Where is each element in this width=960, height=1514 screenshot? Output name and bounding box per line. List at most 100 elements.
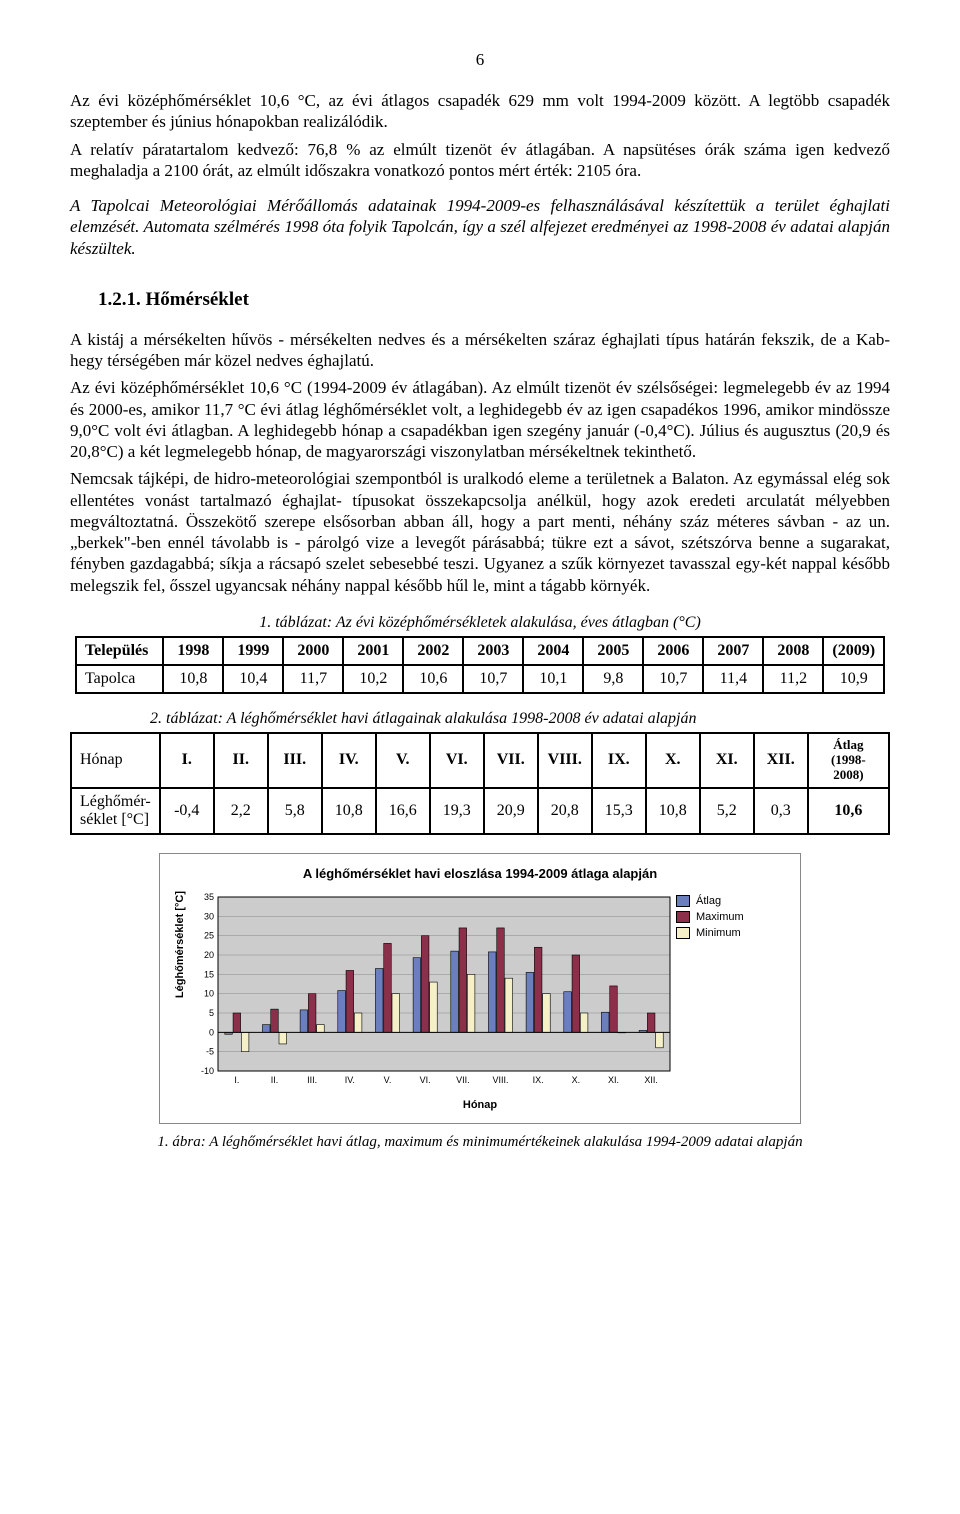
paragraph-italic-note: A Tapolcai Meteorológiai Mérőállomás ada…	[70, 195, 890, 259]
svg-text:15: 15	[204, 969, 214, 979]
table2-month: V.	[376, 733, 430, 788]
table2-cell: 5,8	[268, 788, 322, 834]
svg-text:III.: III.	[307, 1075, 317, 1085]
paragraph-body-3: Nemcsak tájképi, de hidro-meteorológiai …	[70, 468, 890, 596]
table1-year: 2007	[703, 637, 763, 665]
chart-legend: Átlag Maximum Minimum	[676, 891, 744, 943]
table2-month: IV.	[322, 733, 376, 788]
table2-cell: 2,2	[214, 788, 268, 834]
table2-month: IX.	[592, 733, 646, 788]
chart-container: A léghőmérséklet havi eloszlása 1994-200…	[159, 853, 801, 1124]
legend-swatch	[676, 895, 690, 907]
table1-cell: 10,7	[463, 665, 523, 693]
table1-year: 2005	[583, 637, 643, 665]
svg-text:V.: V.	[384, 1075, 392, 1085]
page-content: 6 Az évi középhőmérséklet 10,6 °C, az év…	[0, 0, 960, 1191]
chart-xlabel: Hónap	[160, 1097, 800, 1123]
table1-cell: 10,6	[403, 665, 463, 693]
svg-text:20: 20	[204, 950, 214, 960]
table2-cell: 20,9	[484, 788, 538, 834]
table2-caption: 2. táblázat: A léghőmérséklet havi átlag…	[70, 710, 890, 728]
table1-cell: 10,8	[163, 665, 223, 693]
table2: HónapI.II.III.IV.V.VI.VII.VIII.IX.X.XI.X…	[70, 732, 890, 835]
table1-cell: 10,1	[523, 665, 583, 693]
table1-cell: 11,4	[703, 665, 763, 693]
table1-year: 2006	[643, 637, 703, 665]
table1-cell: 9,8	[583, 665, 643, 693]
legend-item: Átlag	[676, 895, 744, 907]
chart-ylabel: Léghőmérséklet [°C]	[172, 891, 186, 1028]
table2-cell: 16,6	[376, 788, 430, 834]
body-block: A kistáj a mérsékelten hűvös - mérsékelt…	[70, 329, 890, 596]
table2-cell: 0,3	[754, 788, 808, 834]
table1-year: 2002	[403, 637, 463, 665]
svg-text:-5: -5	[206, 1046, 214, 1056]
table2-cell: 5,2	[700, 788, 754, 834]
paragraph-intro-1: Az évi középhőmérséklet 10,6 °C, az évi …	[70, 90, 890, 133]
legend-label: Maximum	[696, 911, 744, 923]
svg-text:-10: -10	[201, 1066, 214, 1076]
paragraph-body-1: A kistáj a mérsékelten hűvös - mérsékelt…	[70, 329, 890, 372]
table1-cell: 11,2	[763, 665, 823, 693]
table1-year: 2001	[343, 637, 403, 665]
svg-text:IX.: IX.	[533, 1075, 544, 1085]
chart-title: A léghőmérséklet havi eloszlása 1994-200…	[160, 854, 800, 891]
table2-avg-value: 10,6	[808, 788, 889, 834]
table1-cell: 10,7	[643, 665, 703, 693]
table2-header-label: Hónap	[71, 733, 160, 788]
table1-year: 2003	[463, 637, 523, 665]
table1-year: 1999	[223, 637, 283, 665]
table2-month: II.	[214, 733, 268, 788]
table2-month: XI.	[700, 733, 754, 788]
legend-swatch	[676, 911, 690, 923]
table2-avg-header: Átlag(1998-2008)	[808, 733, 889, 788]
svg-text:XI.: XI.	[608, 1075, 619, 1085]
svg-text:30: 30	[204, 911, 214, 921]
svg-text:25: 25	[204, 930, 214, 940]
legend-swatch	[676, 927, 690, 939]
table2-month: III.	[268, 733, 322, 788]
table1-cell: 10,4	[223, 665, 283, 693]
page-number: 6	[70, 50, 890, 70]
svg-text:I.: I.	[234, 1075, 239, 1085]
table1-cell: 11,7	[283, 665, 343, 693]
chart-svg: -10-505101520253035I.II.III.IV.V.VI.VII.…	[186, 891, 676, 1091]
table2-cell: -0,4	[160, 788, 214, 834]
table1: Település1998199920002001200220032004200…	[75, 636, 885, 694]
table2-month: XII.	[754, 733, 808, 788]
table2-cell: 20,8	[538, 788, 592, 834]
legend-label: Minimum	[696, 927, 741, 939]
svg-text:XII.: XII.	[644, 1075, 658, 1085]
svg-text:5: 5	[209, 1008, 214, 1018]
paragraph-intro-2: A relatív páratartalom kedvező: 76,8 % a…	[70, 139, 890, 182]
table1-year: 1998	[163, 637, 223, 665]
table1-year: 2004	[523, 637, 583, 665]
table1-caption: 1. táblázat: Az évi középhőmérsékletek a…	[70, 614, 890, 632]
table2-month: VII.	[484, 733, 538, 788]
table1-cell: 10,2	[343, 665, 403, 693]
table2-row-label: Léghőmér-séklet [°C]	[71, 788, 160, 834]
svg-text:VIII.: VIII.	[492, 1075, 508, 1085]
svg-text:0: 0	[209, 1027, 214, 1037]
table2-month: I.	[160, 733, 214, 788]
table1-year: 2008	[763, 637, 823, 665]
table2-cell: 10,8	[646, 788, 700, 834]
svg-text:IV.: IV.	[345, 1075, 355, 1085]
table1-year: 2000	[283, 637, 343, 665]
paragraph-body-2: Az évi középhőmérséklet 10,6 °C (1994-20…	[70, 377, 890, 462]
svg-text:35: 35	[204, 892, 214, 902]
figure-caption: 1. ábra: A léghőmérséklet havi átlag, ma…	[70, 1134, 890, 1151]
legend-item: Minimum	[676, 927, 744, 939]
table2-month: VI.	[430, 733, 484, 788]
svg-text:VI.: VI.	[420, 1075, 431, 1085]
svg-text:II.: II.	[271, 1075, 279, 1085]
table1-header-label: Település	[76, 637, 163, 665]
table2-month: VIII.	[538, 733, 592, 788]
svg-text:VII.: VII.	[456, 1075, 470, 1085]
table2-month: X.	[646, 733, 700, 788]
table1-row-label: Tapolca	[76, 665, 163, 693]
table1-year: (2009)	[823, 637, 884, 665]
table2-cell: 15,3	[592, 788, 646, 834]
table2-cell: 10,8	[322, 788, 376, 834]
section-heading: 1.2.1. Hőmérséklet	[98, 289, 890, 311]
